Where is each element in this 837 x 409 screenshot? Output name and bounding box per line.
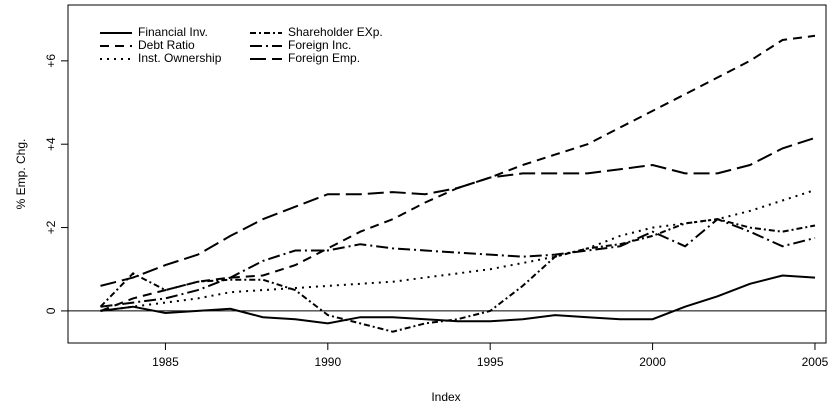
x-tick-label: 1995 xyxy=(477,355,504,369)
series-line xyxy=(100,218,816,308)
x-tick-label: 2000 xyxy=(639,355,666,369)
x-tick-label: 2005 xyxy=(802,355,829,369)
legend-label: Foreign Inc. xyxy=(288,38,351,52)
x-axis-label: Index xyxy=(431,390,460,404)
y-tick-label: +2 xyxy=(44,220,58,234)
legend-label: Inst. Ownership xyxy=(138,51,222,65)
y-tick-label: 0 xyxy=(44,307,58,314)
y-tick-label: +4 xyxy=(44,137,58,151)
x-tick-label: 1985 xyxy=(152,355,179,369)
series-line xyxy=(99,218,816,333)
y-tick-label: +6 xyxy=(44,54,58,68)
y-axis-label: % Emp. Chg. xyxy=(14,139,28,210)
legend-label: Foreign Emp. xyxy=(288,51,360,65)
series-line xyxy=(100,189,816,312)
legend-label: Shareholder EXp. xyxy=(288,25,383,39)
legend-label: Debt Ratio xyxy=(138,38,195,52)
series-line xyxy=(100,274,816,325)
plot-frame xyxy=(67,4,827,344)
legend-label: Financial Inv. xyxy=(138,25,208,39)
series-line xyxy=(100,136,816,287)
x-tick-label: 1990 xyxy=(314,355,341,369)
